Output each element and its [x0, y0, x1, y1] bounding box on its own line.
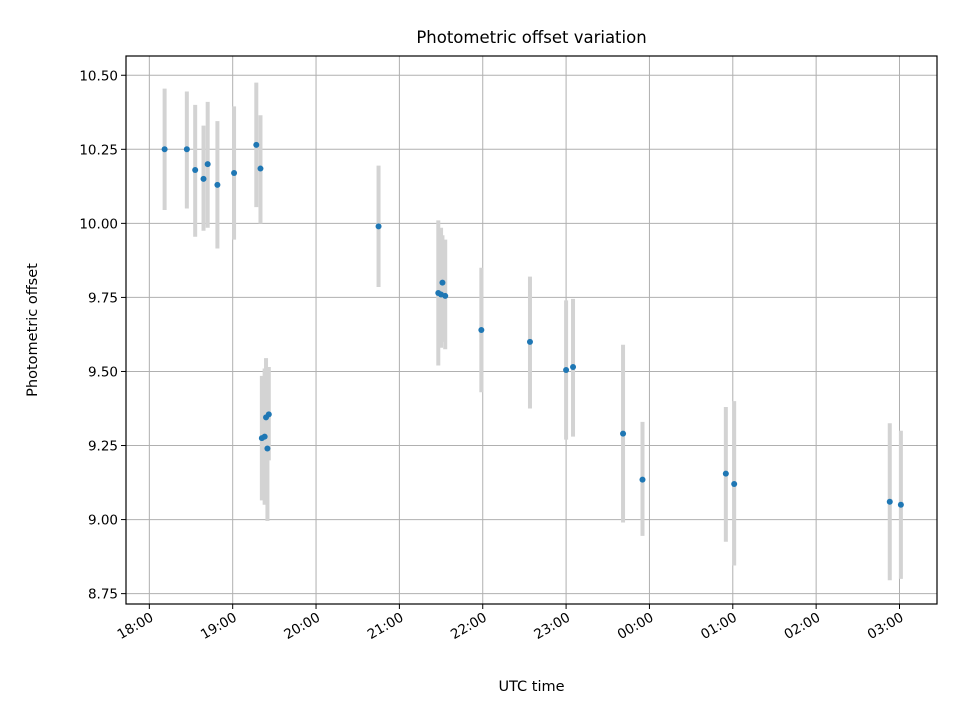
x-tick-label: 22:00	[448, 610, 490, 643]
x-tick-label: 20:00	[281, 610, 323, 643]
data-point	[161, 146, 168, 153]
data-point	[253, 141, 260, 148]
x-axis-label: UTC time	[498, 679, 564, 695]
data-point	[897, 501, 904, 508]
data-point	[731, 481, 738, 488]
data-point	[478, 327, 485, 333]
data-point	[214, 181, 221, 188]
data-point	[639, 476, 646, 483]
data-point	[439, 279, 446, 286]
x-tick-label: 03:00	[865, 610, 907, 643]
data-point	[563, 366, 570, 373]
data-point	[265, 411, 272, 418]
data-point	[204, 161, 211, 168]
error-bars	[162, 82, 903, 581]
data-point	[375, 223, 382, 230]
chart-title: Photometric offset variation	[416, 28, 646, 47]
y-tick-label: 10.50	[79, 68, 118, 84]
x-tick-label: 23:00	[531, 610, 573, 643]
x-tick-label: 02:00	[781, 610, 823, 643]
y-tick-label: 9.75	[88, 290, 118, 306]
x-tick-label: 18:00	[115, 610, 157, 643]
y-tick-label: 9.25	[88, 439, 118, 455]
x-tick-label: 00:00	[615, 610, 657, 643]
plot-frame	[125, 55, 938, 605]
data-point	[722, 470, 729, 477]
data-point	[231, 170, 238, 177]
data-point	[620, 430, 627, 437]
y-tick-label: 8.75	[88, 587, 118, 603]
x-tick-label: 21:00	[365, 610, 407, 643]
data-point	[526, 338, 533, 345]
data-point	[264, 445, 271, 452]
y-tick-label: 10.25	[79, 142, 118, 158]
data-point	[442, 292, 449, 299]
x-tick-label: 19:00	[198, 610, 240, 643]
y-axis-label: Photometric offset	[25, 263, 41, 397]
y-tick-label: 10.00	[79, 216, 118, 232]
data-point	[886, 498, 893, 505]
data-points	[161, 141, 904, 508]
data-point	[570, 364, 577, 371]
data-point	[192, 167, 199, 174]
y-tick-label: 9.50	[88, 364, 118, 380]
x-tick-label: 01:00	[698, 610, 740, 643]
data-point	[183, 146, 190, 153]
data-point	[200, 175, 207, 182]
y-tick-label: 9.00	[88, 513, 118, 529]
data-point	[261, 433, 268, 440]
data-point	[257, 165, 264, 172]
